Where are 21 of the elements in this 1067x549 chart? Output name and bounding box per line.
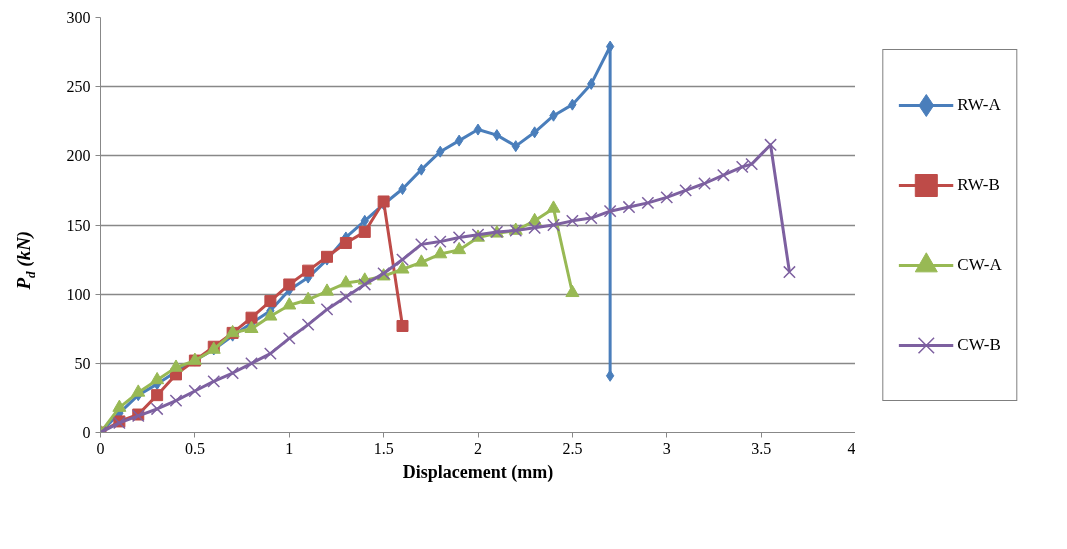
legend-label: CW-B: [957, 333, 1001, 356]
y-tick-label: 50: [74, 354, 91, 372]
legend-label: RW-B: [957, 173, 1000, 196]
y-tick-label: 0: [82, 424, 91, 441]
x-axis-title: Displacement (mm): [402, 461, 554, 483]
y-tick-label: 300: [66, 9, 91, 26]
y-tick-label: 150: [66, 216, 91, 234]
legend-label: CW-A: [957, 253, 1002, 276]
x-tick-label: 4: [847, 439, 856, 457]
y-tick-label: 250: [66, 78, 91, 96]
x-tick-label: 0.5: [184, 439, 205, 457]
legend-label: RW-A: [957, 93, 1001, 116]
x-tick-label: 1: [285, 439, 294, 457]
x-tick-label: 3.5: [751, 439, 772, 457]
x-tick-label: 2.5: [562, 439, 583, 457]
y-tick-label: 200: [66, 147, 91, 165]
x-tick-label: 1.5: [373, 439, 394, 457]
x-tick-label: 2: [474, 439, 482, 457]
x-tick-label: 0: [96, 439, 105, 457]
y-tick-label: 100: [66, 285, 91, 303]
x-tick-label: 3: [662, 439, 671, 457]
